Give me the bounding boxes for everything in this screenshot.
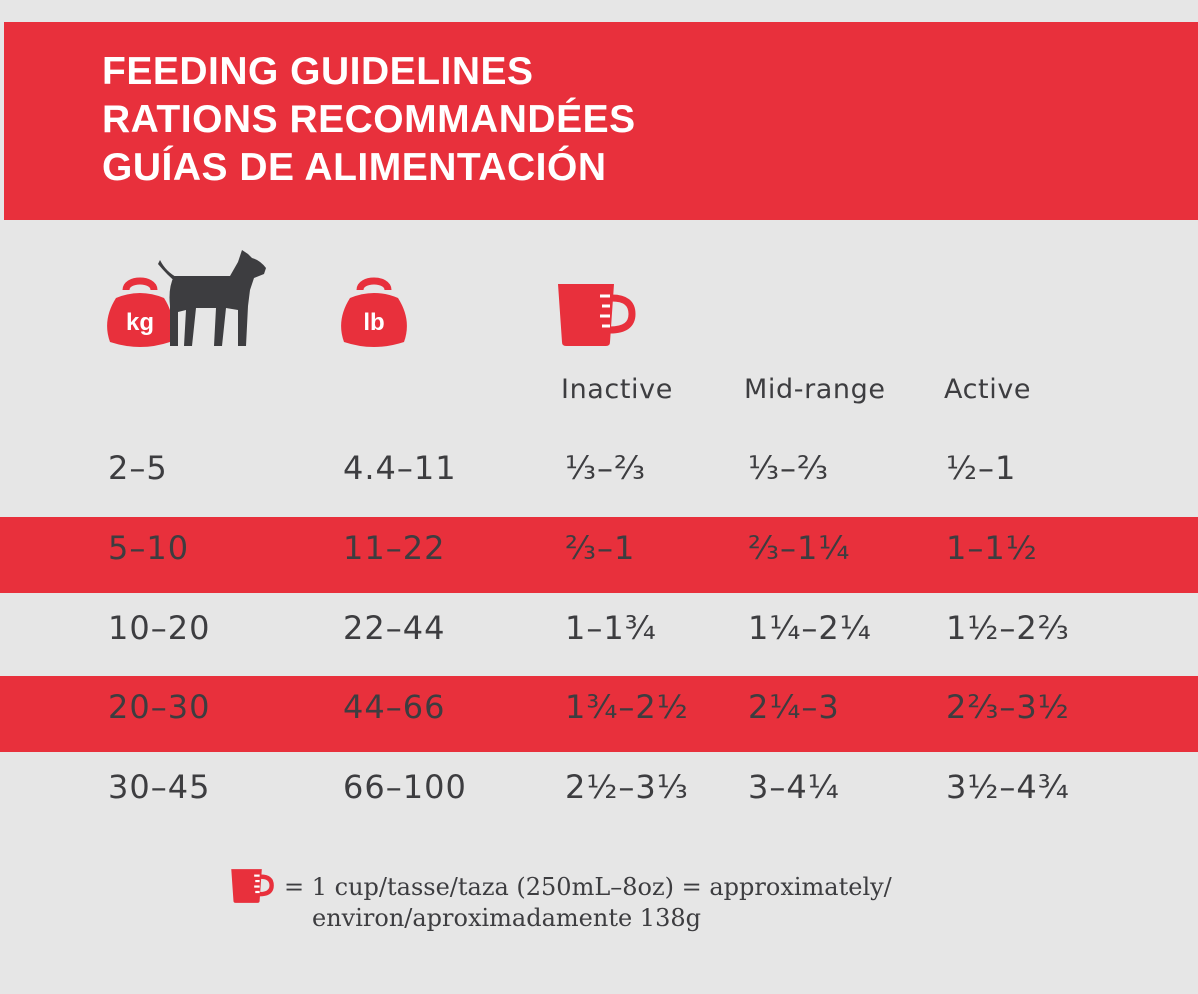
header-banner: FEEDING GUIDELINES RATIONS RECOMMANDÉES … — [4, 22, 1198, 220]
cell-lb: 11–22 — [343, 529, 446, 567]
cell-kg: 5–10 — [108, 529, 190, 567]
table-row: 20–30 44–66 1¾–2½ 2¼–3 2⅔–3½ — [0, 676, 1198, 752]
cell-mid-range: 2¼–3 — [748, 688, 840, 726]
measuring-cup-icon — [558, 284, 636, 346]
footnote: = 1 cup/tasse/taza (250mL–8oz) = approxi… — [284, 872, 892, 934]
header-active: Active — [944, 374, 1032, 405]
cell-mid-range: ⅓–⅔ — [748, 449, 830, 487]
measuring-cup-icon — [231, 869, 274, 903]
cell-kg: 2–5 — [108, 449, 168, 487]
cell-inactive: 1¾–2½ — [565, 688, 689, 726]
title-french: RATIONS RECOMMANDÉES — [102, 98, 636, 141]
cell-kg: 20–30 — [108, 688, 211, 726]
header-mid-range: Mid-range — [744, 374, 886, 405]
cell-mid-range: ⅔–1¼ — [748, 529, 851, 567]
footnote-line-2: environ/aproximadamente 138g — [312, 904, 701, 932]
kettlebell-icon: kg — [107, 277, 173, 347]
cell-active: 2⅔–3½ — [946, 688, 1070, 726]
header-inactive: Inactive — [561, 374, 673, 405]
cell-kg: 10–20 — [108, 609, 211, 647]
table-row: 30–45 66–100 2½–3⅓ 3–4¼ 3½–4¾ — [0, 756, 1198, 832]
lb-label: lb — [363, 309, 384, 336]
cell-inactive: 1–1¾ — [565, 609, 657, 647]
table-row: 10–20 22–44 1–1¾ 1¼–2¼ 1½–2⅔ — [0, 597, 1198, 673]
cell-inactive: ⅓–⅔ — [565, 449, 647, 487]
table-row: 5–10 11–22 ⅔–1 ⅔–1¼ 1–1½ — [0, 517, 1198, 593]
cell-active: ½–1 — [946, 449, 1017, 487]
cell-active: 1½–2⅔ — [946, 609, 1070, 647]
cell-lb: 44–66 — [343, 688, 446, 726]
footnote-line-1: = 1 cup/tasse/taza (250mL–8oz) = approxi… — [284, 873, 892, 901]
cell-mid-range: 3–4¼ — [748, 768, 840, 806]
cell-inactive: 2½–3⅓ — [565, 768, 689, 806]
dog-icon — [158, 250, 266, 346]
kg-label: kg — [126, 309, 154, 336]
cell-active: 3½–4¾ — [946, 768, 1070, 806]
table-row: 2–5 4.4–11 ⅓–⅔ ⅓–⅔ ½–1 — [0, 437, 1198, 513]
kettlebell-icon: lb — [341, 277, 407, 347]
cell-kg: 30–45 — [108, 768, 211, 806]
cell-inactive: ⅔–1 — [565, 529, 636, 567]
cell-active: 1–1½ — [946, 529, 1038, 567]
title-spanish: GUÍAS DE ALIMENTACIÓN — [102, 146, 607, 189]
cell-lb: 4.4–11 — [343, 449, 457, 487]
cell-lb: 22–44 — [343, 609, 446, 647]
title-english: FEEDING GUIDELINES — [102, 50, 534, 93]
cell-lb: 66–100 — [343, 768, 467, 806]
cell-mid-range: 1¼–2¼ — [748, 609, 872, 647]
